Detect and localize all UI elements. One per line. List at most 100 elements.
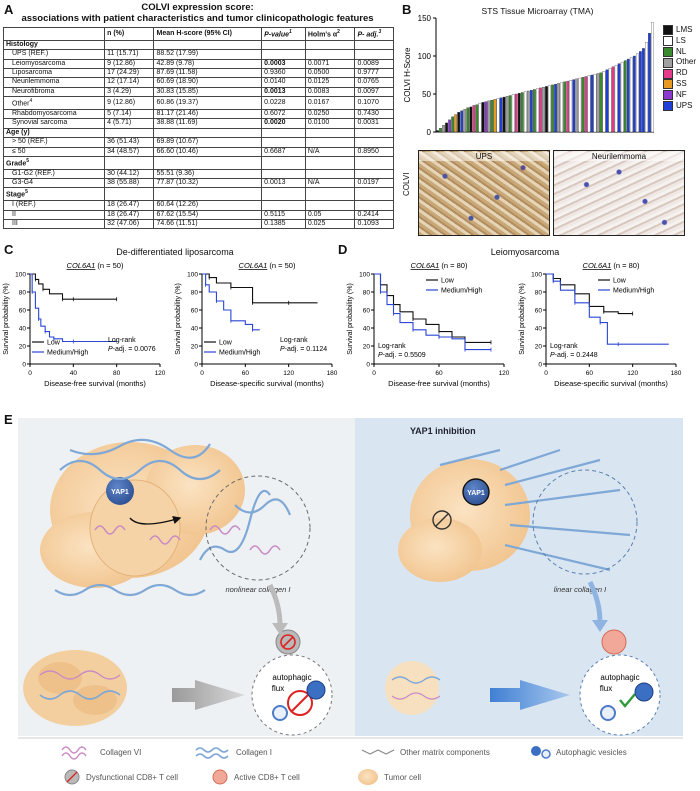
km-x-tick-label: 80: [113, 370, 121, 377]
table-header-row: n (%) Mean H-score (95% CI) P-value1 Holm's…: [2, 27, 394, 41]
collagen-i-linear: [439, 448, 631, 572]
y-tick-label: 100: [418, 52, 432, 61]
km-curve-high: [374, 273, 491, 351]
legend-label: UPS: [676, 100, 693, 110]
panel-a-title: COLVI expression score: associations wit…: [0, 2, 395, 24]
km-logrank-label: Log-rank: [550, 343, 578, 350]
legend-swatch: [663, 25, 673, 36]
table-cell: 0.0125: [304, 77, 356, 88]
collagen-vi-left: [94, 525, 281, 555]
km-n: (n = 50): [95, 261, 124, 270]
km-n: (n = 50): [267, 261, 296, 270]
legend-label: NF: [676, 89, 687, 99]
legend-label-other-matrix: Other matrix components: [400, 748, 490, 757]
panel-c-label: C: [4, 242, 14, 257]
bar: [614, 64, 618, 133]
table-cell: 74.66 (11.51): [153, 219, 263, 230]
bar: [472, 105, 476, 133]
table-cell: 60.86 (19.37): [153, 96, 263, 110]
bar: [599, 72, 603, 133]
bar: [611, 66, 615, 133]
bar: [481, 102, 485, 133]
km-p-italic: P: [378, 352, 383, 359]
legend-swatch: [663, 46, 673, 57]
table-header-cell: [2, 27, 106, 41]
legend-label-collagen-vi: Collagen VI: [100, 748, 141, 757]
legend-label-vesicles: Autophagic vesicles: [556, 748, 627, 757]
km-x-tick-label: 0: [372, 370, 376, 377]
bar: [560, 82, 564, 133]
table-cell: [304, 137, 356, 148]
table-cell: G3-G4: [2, 178, 106, 189]
panel-d-title: Leiomyosarcoma: [490, 247, 560, 257]
km-plot-dfs-leiomyosarcoma: COL6A1 (n = 80) 0 20 40 60 80 100 0 60 120 Disease…: [347, 261, 510, 388]
bar: [445, 122, 448, 133]
panel-a-title-line2: associations with patient characteristic…: [21, 13, 374, 24]
km-title: COL6A1 (n = 80): [583, 261, 640, 270]
table-cell: 0.5115: [261, 209, 306, 221]
table-row: G1-G2 (REF.) 30 (44.12) 55.51 (9.36): [2, 168, 394, 180]
vesicles-icon: [531, 746, 541, 756]
zoom-circle-right: [532, 469, 638, 575]
table-row: III 32 (47.06) 74.66 (11.51) 0.1385 0.025 0.1…: [2, 219, 394, 230]
active-cell-legend-icon: [212, 769, 228, 785]
table-cell: N/A: [304, 178, 356, 189]
km-gene: COL6A1: [411, 261, 440, 270]
legend-item: UPS: [663, 101, 696, 112]
tma-legend: LMS LS NL Other RD SS NF UPS: [663, 25, 696, 111]
bar: [511, 94, 515, 133]
table-cell: [153, 39, 263, 51]
bar: [557, 83, 560, 133]
table-cell: Leiomyosarcoma: [2, 58, 106, 69]
table-cell: [354, 127, 394, 139]
table-header-cell: Holm's α2: [304, 27, 356, 41]
table-cell: I (REF.): [2, 200, 106, 211]
table-header-cell: P- adj.3: [354, 27, 394, 41]
bar: [493, 99, 497, 133]
yap1-inhibition-title: YAP1 inhibition: [410, 426, 476, 436]
yap1-label-right: YAP1: [467, 490, 485, 497]
bar: [539, 87, 542, 133]
table-cell: N/A: [304, 146, 356, 157]
km-legend-low: Low: [441, 278, 455, 285]
km-y-tick-label: 20: [191, 344, 199, 351]
bar: [466, 107, 470, 133]
bar: [572, 79, 576, 133]
km-x-tick-label: 120: [627, 370, 638, 377]
bar: [626, 58, 630, 133]
table-cell: 0.0031: [354, 118, 394, 129]
table-cell: 0.0167: [304, 96, 356, 110]
bar: [635, 53, 639, 133]
table-cell: 0.0100: [304, 118, 356, 129]
table-cell: 0.8950: [354, 146, 394, 157]
km-gene: COL6A1: [239, 261, 268, 270]
legend-swatch: [663, 79, 673, 90]
table-cell: Rhabdomyosarcoma: [2, 108, 106, 120]
legend-item: LMS: [663, 25, 696, 36]
table-cell: [354, 155, 394, 170]
bar: [645, 42, 648, 133]
collagen-vi-icon: [61, 746, 87, 754]
legend-label: SS: [676, 78, 687, 88]
table-cell: [261, 137, 306, 148]
bar: [569, 80, 573, 133]
km-y-label: Survival probability (%): [519, 283, 526, 355]
km-curve-high: [546, 273, 669, 345]
y-tick-label: 0: [427, 128, 432, 137]
panel-a-label: A: [4, 2, 14, 17]
km-y-tick-label: 40: [191, 326, 199, 333]
km-curve-high: [202, 273, 260, 331]
autophagic-label-left: autophagic: [272, 673, 311, 682]
table-cell: [261, 168, 306, 180]
legend-item: SS: [663, 79, 696, 90]
colvi-score-table: n (%) Mean H-score (95% CI) P-value1 Holm's…: [2, 27, 394, 230]
km-y-tick-label: 80: [19, 290, 27, 297]
legend-label: LS: [676, 35, 686, 45]
autophagic-vesicle-left: [306, 680, 326, 700]
table-row: > 50 (REF.) 36 (51.43) 69.89 (10.67): [2, 137, 394, 148]
bar: [508, 95, 512, 133]
km-x-tick-label: 180: [671, 370, 682, 377]
other-matrix-icon: [361, 749, 395, 755]
tma-chart-title: STS Tissue Microarray (TMA): [481, 6, 594, 16]
km-y-tick-label: 0: [22, 362, 26, 369]
